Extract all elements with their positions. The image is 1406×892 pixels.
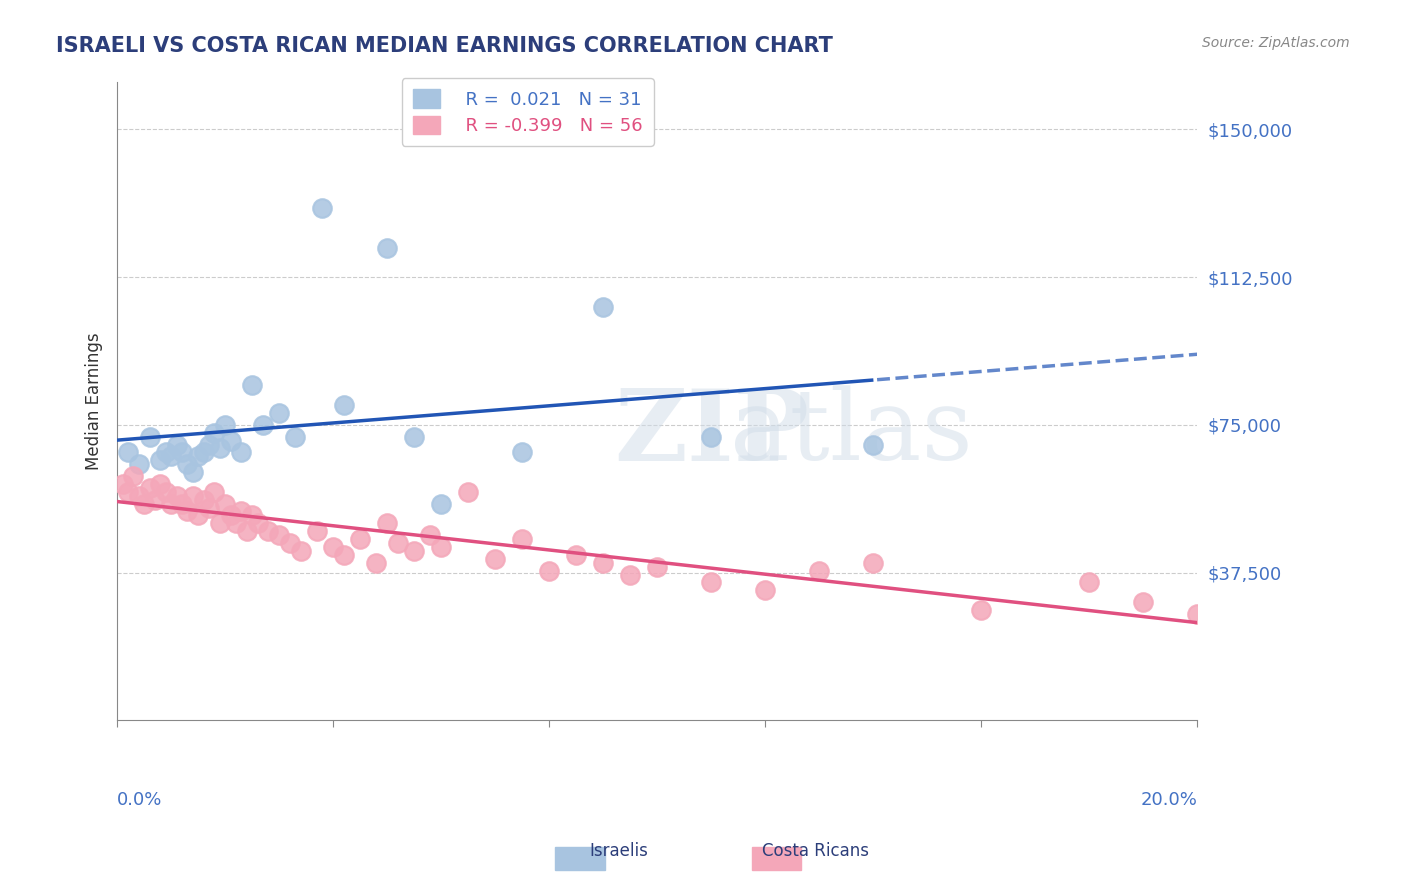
Point bbox=[155, 484, 177, 499]
Point bbox=[619, 567, 641, 582]
Point bbox=[219, 508, 242, 523]
Point bbox=[290, 544, 312, 558]
Point bbox=[149, 453, 172, 467]
Point bbox=[457, 484, 479, 499]
Point bbox=[128, 489, 150, 503]
Point bbox=[430, 540, 453, 554]
Point bbox=[269, 528, 291, 542]
Point bbox=[138, 481, 160, 495]
Point bbox=[166, 489, 188, 503]
Point bbox=[117, 445, 139, 459]
Point bbox=[484, 551, 506, 566]
Text: ISRAELI VS COSTA RICAN MEDIAN EARNINGS CORRELATION CHART: ISRAELI VS COSTA RICAN MEDIAN EARNINGS C… bbox=[56, 36, 834, 55]
Point bbox=[236, 524, 259, 538]
Point bbox=[862, 556, 884, 570]
Point bbox=[246, 516, 269, 531]
Text: Israelis: Israelis bbox=[589, 842, 648, 860]
Point bbox=[143, 492, 166, 507]
Point bbox=[375, 516, 398, 531]
Point bbox=[219, 434, 242, 448]
Point bbox=[111, 477, 134, 491]
Y-axis label: Median Earnings: Median Earnings bbox=[86, 333, 103, 470]
Point bbox=[231, 445, 253, 459]
Point bbox=[311, 201, 333, 215]
Point bbox=[170, 497, 193, 511]
Point bbox=[565, 548, 588, 562]
Point bbox=[187, 508, 209, 523]
Point bbox=[419, 528, 441, 542]
Point bbox=[510, 445, 533, 459]
Point bbox=[193, 445, 215, 459]
Point bbox=[349, 532, 371, 546]
Point bbox=[538, 564, 561, 578]
Point bbox=[225, 516, 247, 531]
Point bbox=[122, 469, 145, 483]
Point bbox=[322, 540, 344, 554]
Point bbox=[160, 497, 183, 511]
Point bbox=[970, 603, 993, 617]
Point bbox=[170, 445, 193, 459]
Point bbox=[284, 430, 307, 444]
Point bbox=[269, 406, 291, 420]
Point bbox=[176, 504, 198, 518]
Point bbox=[240, 378, 263, 392]
Point bbox=[240, 508, 263, 523]
Point bbox=[166, 437, 188, 451]
Point bbox=[754, 583, 776, 598]
Point bbox=[1132, 595, 1154, 609]
Point bbox=[231, 504, 253, 518]
Point bbox=[1187, 607, 1209, 621]
Point bbox=[208, 442, 231, 456]
Text: atlas: atlas bbox=[730, 385, 973, 481]
Point bbox=[862, 437, 884, 451]
Point bbox=[333, 398, 356, 412]
Point bbox=[700, 430, 723, 444]
Point bbox=[181, 489, 204, 503]
Point bbox=[117, 484, 139, 499]
Point bbox=[202, 425, 225, 440]
Point bbox=[214, 497, 236, 511]
Point bbox=[333, 548, 356, 562]
Point bbox=[808, 564, 831, 578]
Point bbox=[278, 536, 301, 550]
Point bbox=[176, 457, 198, 471]
Point bbox=[193, 492, 215, 507]
Point bbox=[198, 437, 221, 451]
Point bbox=[1078, 575, 1101, 590]
Point bbox=[198, 500, 221, 515]
Point bbox=[155, 445, 177, 459]
Point bbox=[366, 556, 388, 570]
Point bbox=[404, 430, 426, 444]
Point bbox=[592, 300, 614, 314]
Point bbox=[160, 450, 183, 464]
Point bbox=[305, 524, 328, 538]
Text: 20.0%: 20.0% bbox=[1140, 791, 1198, 809]
Legend:   R =  0.021   N = 31,   R = -0.399   N = 56: R = 0.021 N = 31, R = -0.399 N = 56 bbox=[402, 78, 654, 146]
Point bbox=[134, 497, 156, 511]
Text: Costa Ricans: Costa Ricans bbox=[762, 842, 869, 860]
Point bbox=[645, 559, 668, 574]
Point bbox=[430, 497, 453, 511]
Point bbox=[700, 575, 723, 590]
Point bbox=[138, 430, 160, 444]
Point bbox=[208, 516, 231, 531]
Point bbox=[404, 544, 426, 558]
Text: 0.0%: 0.0% bbox=[117, 791, 163, 809]
Point bbox=[214, 417, 236, 432]
Point bbox=[149, 477, 172, 491]
Text: ZIP: ZIP bbox=[614, 384, 808, 482]
Point bbox=[181, 465, 204, 479]
Text: Source: ZipAtlas.com: Source: ZipAtlas.com bbox=[1202, 36, 1350, 50]
Point bbox=[510, 532, 533, 546]
Point bbox=[375, 241, 398, 255]
Point bbox=[252, 417, 274, 432]
Point bbox=[387, 536, 409, 550]
Point bbox=[592, 556, 614, 570]
Point bbox=[187, 450, 209, 464]
Point bbox=[128, 457, 150, 471]
Point bbox=[202, 484, 225, 499]
Point bbox=[257, 524, 280, 538]
